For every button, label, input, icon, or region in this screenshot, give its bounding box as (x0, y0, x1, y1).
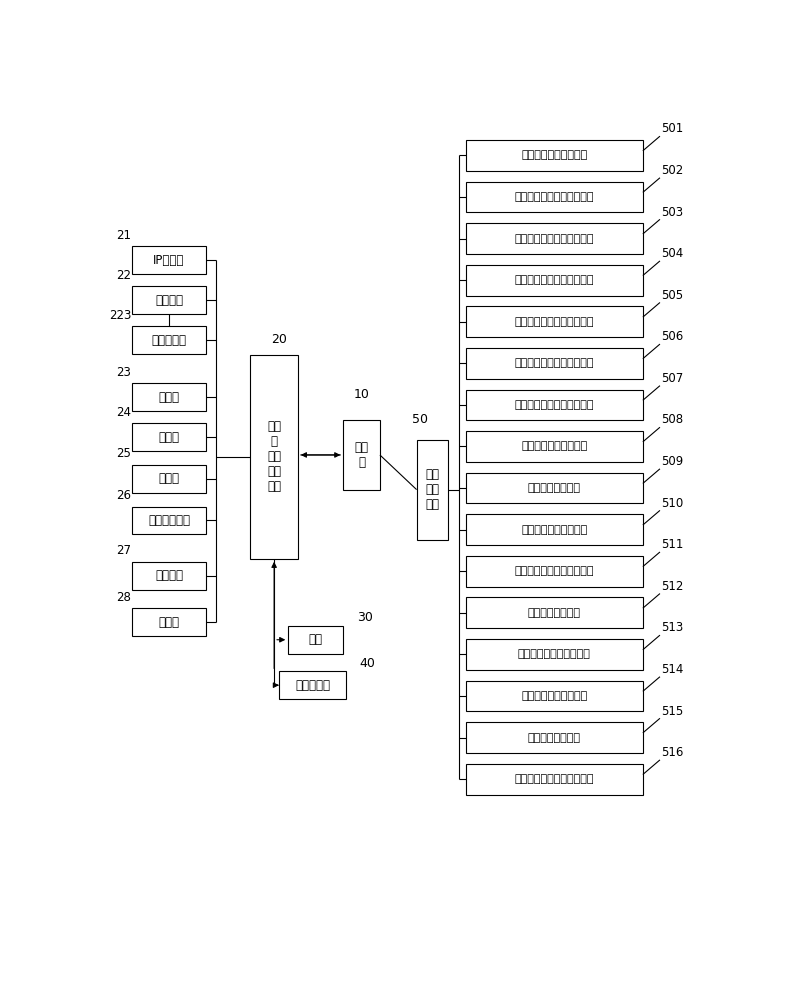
Text: 24: 24 (116, 406, 131, 419)
Bar (288, 626, 343, 654)
Bar (466, 389, 643, 420)
Text: 收费
及
通道
管理
装置: 收费 及 通道 管理 装置 (267, 420, 281, 493)
Bar (133, 246, 206, 274)
Text: 读卡器: 读卡器 (159, 391, 179, 404)
Bar (466, 514, 643, 545)
Text: 主控制器: 主控制器 (155, 294, 183, 307)
Text: 设备运行状态显示界面: 设备运行状态显示界面 (521, 150, 587, 160)
Bar (466, 348, 643, 379)
Text: 508: 508 (661, 413, 683, 426)
Bar (250, 355, 298, 559)
Text: 504: 504 (661, 247, 683, 260)
Text: 509: 509 (661, 455, 683, 468)
Text: 车牌识别显示界面: 车牌识别显示界面 (528, 608, 581, 618)
Text: 吞卡器: 吞卡器 (159, 472, 179, 485)
Bar (343, 420, 380, 490)
Text: 入口车辆图片抓拍显示界面: 入口车辆图片抓拍显示界面 (514, 234, 594, 244)
Text: 主控存储器: 主控存储器 (151, 334, 186, 347)
Text: 25: 25 (116, 447, 131, 460)
Bar (466, 140, 643, 171)
Text: 21: 21 (116, 229, 131, 242)
Bar (466, 223, 643, 254)
Text: 223: 223 (109, 309, 131, 322)
Text: 513: 513 (661, 621, 683, 634)
Text: 23: 23 (116, 366, 131, 379)
Bar (133, 562, 206, 590)
Text: 28: 28 (116, 591, 131, 604)
Text: 502: 502 (661, 164, 683, 177)
Bar (417, 440, 448, 540)
Text: 道闸: 道闸 (308, 633, 323, 646)
Bar (466, 306, 643, 337)
Text: 501: 501 (661, 122, 683, 135)
Bar (279, 671, 346, 699)
Text: 摄像头: 摄像头 (159, 616, 179, 629)
Bar (466, 597, 643, 628)
Text: IP转换器: IP转换器 (153, 254, 185, 267)
Text: 10: 10 (353, 388, 369, 401)
Text: 远距离读卡器: 远距离读卡器 (148, 514, 190, 527)
Text: 临时卡出场信息显示界面: 临时卡出场信息显示界面 (518, 649, 591, 659)
Bar (466, 639, 643, 670)
Text: 505: 505 (661, 289, 683, 302)
Text: 司机脸部原始图片显示界面: 司机脸部原始图片显示界面 (514, 566, 594, 576)
Bar (466, 265, 643, 296)
Text: 月卡出场信息显示界面: 月卡出场信息显示界面 (521, 691, 587, 701)
Bar (133, 383, 206, 411)
Text: 30: 30 (357, 611, 372, 624)
Text: 20: 20 (271, 333, 287, 346)
Text: 吐卡器: 吐卡器 (159, 431, 179, 444)
Bar (133, 465, 206, 493)
Bar (133, 507, 206, 534)
Text: 收费信息显示界面: 收费信息显示界面 (528, 733, 581, 743)
Text: 40: 40 (360, 657, 376, 670)
Text: 司机脸部视频监控显示界面: 司机脸部视频监控显示界面 (514, 358, 594, 368)
Text: 510: 510 (661, 497, 683, 510)
Text: 506: 506 (661, 330, 683, 343)
Text: 证件视频监控显示界面: 证件视频监控显示界面 (521, 441, 587, 451)
Bar (466, 681, 643, 711)
Text: 司机脸部图片抓拍显示界面: 司机脸部图片抓拍显示界面 (514, 400, 594, 410)
Bar (466, 764, 643, 795)
Text: 停车场剩余车位数显示界面: 停车场剩余车位数显示界面 (514, 774, 594, 784)
Bar (466, 431, 643, 462)
Text: 50: 50 (413, 413, 428, 426)
Bar (133, 286, 206, 314)
Text: 车辆原始图片显示界面: 车辆原始图片显示界面 (521, 525, 587, 535)
Text: 出口车辆视频监控显示界面: 出口车辆视频监控显示界面 (514, 275, 594, 285)
Bar (466, 473, 643, 503)
Text: 证件抓拍显示界面: 证件抓拍显示界面 (528, 483, 581, 493)
Bar (133, 423, 206, 451)
Text: 514: 514 (661, 663, 683, 676)
Bar (466, 182, 643, 212)
Text: 服务
器: 服务 器 (354, 441, 368, 469)
Text: 车辆检测器: 车辆检测器 (295, 679, 330, 692)
Text: 512: 512 (661, 580, 683, 593)
Text: 27: 27 (116, 544, 131, 557)
Bar (133, 326, 206, 354)
Text: 语音装置: 语音装置 (155, 569, 183, 582)
Bar (466, 722, 643, 753)
Bar (466, 556, 643, 587)
Text: 515: 515 (661, 705, 683, 718)
Text: 507: 507 (661, 372, 683, 385)
Text: 511: 511 (661, 538, 683, 551)
Bar (133, 608, 206, 636)
Text: 26: 26 (116, 489, 131, 502)
Text: 综合
显示
界面: 综合 显示 界面 (425, 468, 439, 511)
Text: 516: 516 (661, 746, 683, 759)
Text: 22: 22 (116, 269, 131, 282)
Text: 出口车辆图片抓拍显示界面: 出口车辆图片抓拍显示界面 (514, 317, 594, 327)
Text: 入口车辆视频监控显示界面: 入口车辆视频监控显示界面 (514, 192, 594, 202)
Text: 503: 503 (661, 206, 683, 219)
